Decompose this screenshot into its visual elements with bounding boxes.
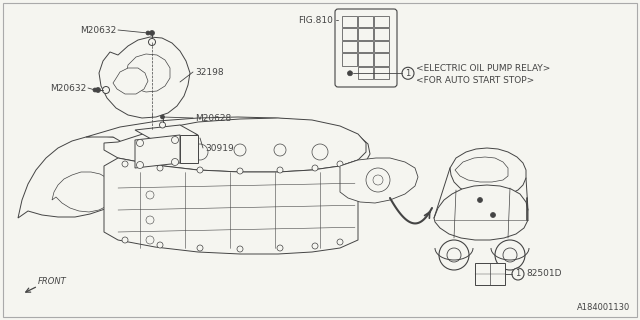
Polygon shape <box>340 158 418 203</box>
Polygon shape <box>180 135 198 163</box>
Circle shape <box>146 236 154 244</box>
Circle shape <box>490 212 495 218</box>
Circle shape <box>93 88 97 92</box>
Polygon shape <box>52 172 114 212</box>
Polygon shape <box>86 117 370 184</box>
Circle shape <box>237 246 243 252</box>
Bar <box>475 263 505 285</box>
Text: 32198: 32198 <box>195 68 223 76</box>
Circle shape <box>159 122 166 128</box>
Text: M20632: M20632 <box>80 26 116 35</box>
Circle shape <box>503 248 517 262</box>
Circle shape <box>197 245 203 251</box>
Text: M20632: M20632 <box>50 84 86 92</box>
Circle shape <box>148 38 156 45</box>
Circle shape <box>146 31 150 35</box>
Polygon shape <box>135 135 180 168</box>
Bar <box>342 16 357 28</box>
Circle shape <box>172 158 179 165</box>
Circle shape <box>402 67 414 79</box>
Text: A184001130: A184001130 <box>577 303 630 313</box>
Bar <box>374 53 389 66</box>
Bar <box>358 41 373 52</box>
Text: <ELECTRIC OIL PUMP RELAY>: <ELECTRIC OIL PUMP RELAY> <box>416 64 550 73</box>
Polygon shape <box>126 54 170 92</box>
Circle shape <box>136 140 143 147</box>
Polygon shape <box>135 125 198 140</box>
Text: 30919: 30919 <box>205 143 234 153</box>
Text: FIG.810: FIG.810 <box>298 15 333 25</box>
Text: <FOR AUTO START STOP>: <FOR AUTO START STOP> <box>416 76 534 85</box>
Polygon shape <box>104 118 366 172</box>
Circle shape <box>337 161 343 167</box>
Circle shape <box>150 30 154 36</box>
Circle shape <box>337 239 343 245</box>
Bar <box>374 67 389 79</box>
Circle shape <box>136 162 143 169</box>
Polygon shape <box>99 37 190 118</box>
Circle shape <box>495 240 525 270</box>
Polygon shape <box>450 148 526 197</box>
Text: FRONT: FRONT <box>38 277 67 286</box>
Circle shape <box>197 167 203 173</box>
Bar <box>358 16 373 28</box>
Circle shape <box>274 144 286 156</box>
Circle shape <box>122 161 128 167</box>
Circle shape <box>439 240 469 270</box>
Bar <box>342 41 357 52</box>
Bar <box>342 53 357 66</box>
Circle shape <box>102 86 109 93</box>
Circle shape <box>277 245 283 251</box>
Circle shape <box>447 248 461 262</box>
Circle shape <box>477 197 483 203</box>
Circle shape <box>373 175 383 185</box>
Polygon shape <box>434 185 528 240</box>
FancyBboxPatch shape <box>335 9 397 87</box>
Text: 82501D: 82501D <box>526 269 561 278</box>
Polygon shape <box>113 68 148 94</box>
Text: M20628: M20628 <box>195 114 231 123</box>
Circle shape <box>157 242 163 248</box>
Circle shape <box>157 165 163 171</box>
Circle shape <box>161 115 164 119</box>
Circle shape <box>312 243 318 249</box>
Circle shape <box>277 167 283 173</box>
Polygon shape <box>18 136 142 218</box>
Text: 1: 1 <box>515 269 520 278</box>
Bar <box>358 53 373 66</box>
Text: 1: 1 <box>405 69 411 78</box>
Circle shape <box>348 71 353 76</box>
Polygon shape <box>104 158 358 254</box>
Circle shape <box>95 87 100 92</box>
Circle shape <box>172 137 179 143</box>
Circle shape <box>312 144 328 160</box>
Circle shape <box>122 237 128 243</box>
Bar <box>358 28 373 40</box>
Circle shape <box>512 268 524 280</box>
Circle shape <box>146 216 154 224</box>
Circle shape <box>234 144 246 156</box>
Bar <box>342 28 357 40</box>
Polygon shape <box>455 157 508 182</box>
Bar <box>374 41 389 52</box>
Bar <box>374 16 389 28</box>
Circle shape <box>237 168 243 174</box>
Bar <box>374 28 389 40</box>
Bar <box>358 67 373 79</box>
Circle shape <box>146 191 154 199</box>
Circle shape <box>366 168 390 192</box>
Circle shape <box>192 144 208 160</box>
Circle shape <box>312 165 318 171</box>
